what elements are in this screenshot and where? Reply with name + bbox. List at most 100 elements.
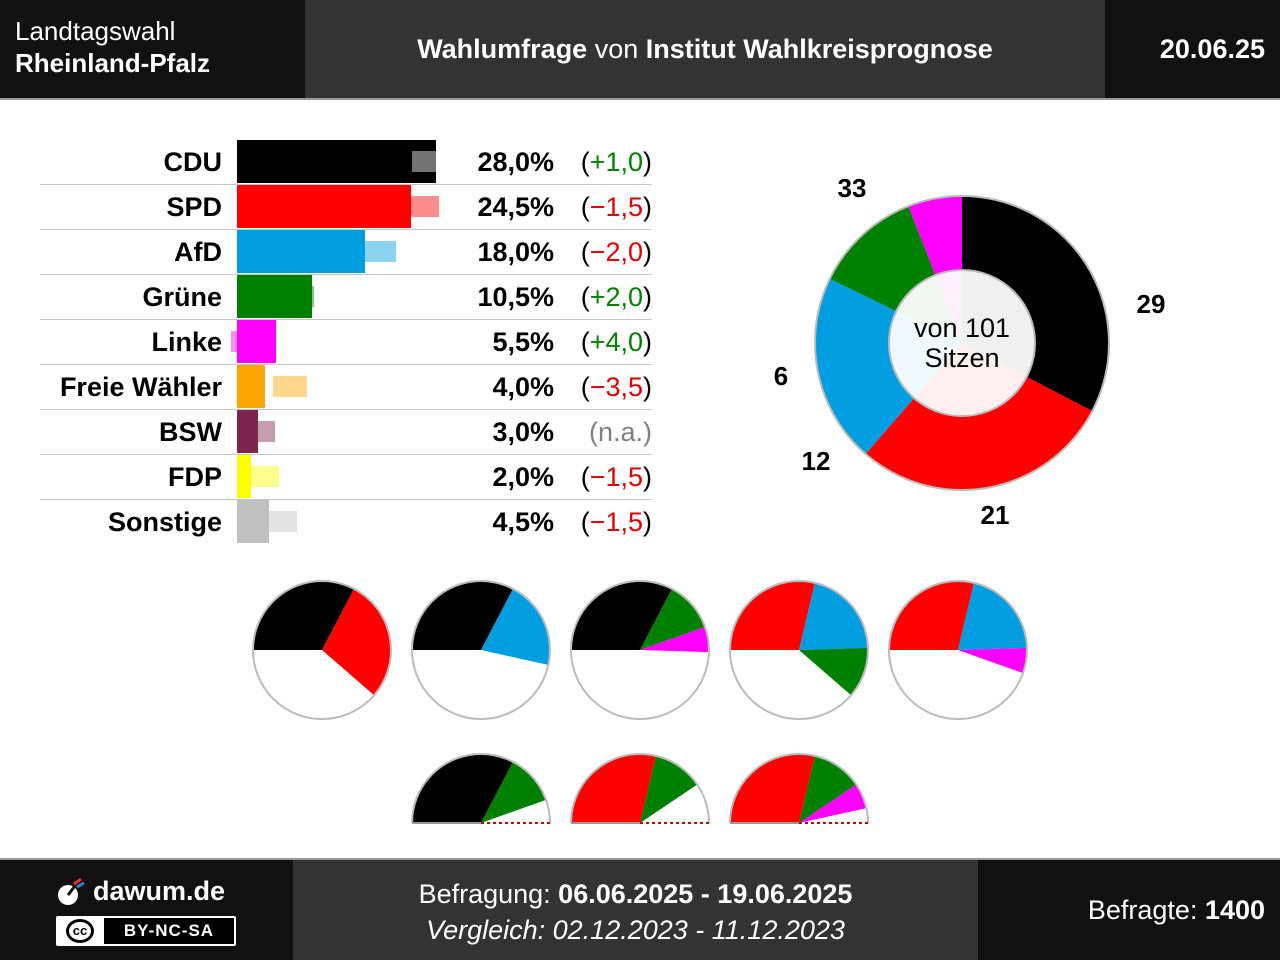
coalition-slice [799, 647, 868, 696]
coalition-charts [252, 580, 1029, 824]
party-percentage: 3,0% [492, 417, 554, 447]
license-badge[interactable]: cc BY-NC-SA [56, 916, 236, 946]
previous-value-marker [362, 241, 396, 262]
election-region: Rheinland-Pfalz [15, 48, 211, 78]
party-bar [237, 365, 266, 408]
coalition-slice [799, 755, 857, 823]
seat-count-label: 29 [1137, 289, 1166, 319]
previous-value-marker [280, 286, 315, 307]
party-name: BSW [159, 417, 222, 447]
coalition-slice [481, 761, 547, 823]
party-percentage: 2,0% [492, 462, 554, 492]
party-bar [237, 185, 411, 228]
donut-center [888, 269, 1036, 417]
coalition-slice [640, 626, 709, 653]
footer: dawum.de cc BY-NC-SA Befragung: 06.06.20… [0, 860, 1280, 960]
party-percentage: 4,5% [492, 507, 554, 537]
party-bar [237, 455, 252, 498]
party-row: FDP 2,0% (−1,5) [40, 455, 652, 500]
party-percentage: 24,5% [477, 192, 554, 222]
respondents-label: Befragte: [1087, 895, 1205, 925]
coalition-slice [958, 582, 1027, 650]
party-name: Sonstige [107, 507, 222, 537]
header: Landtagswahl Rheinland-Pfalz Wahlumfrage… [0, 0, 1280, 98]
paren-open: ( [580, 192, 590, 222]
dawum-logo-icon [58, 878, 85, 905]
seat-slice [815, 278, 962, 454]
results-bar-chart: CDU 28,0% (+1,0) SPD 24,5% (−1,5) AfD 18,0% (−2,… [40, 140, 652, 545]
poll-title: Wahlumfrage von Institut Wahlkreisprogno… [305, 0, 1105, 98]
party-percentage: 28,0% [477, 147, 554, 177]
paren-open: ( [588, 417, 598, 447]
cc-icon-text: cc [66, 919, 94, 943]
paren-open: ( [580, 147, 590, 177]
change-value: −1,5 [589, 507, 643, 537]
poll-date: 20.06.25 [1105, 0, 1280, 98]
election-type: Landtagswahl [15, 16, 176, 46]
coalition-outline [252, 580, 393, 720]
party-change: (−1,5) [560, 185, 652, 229]
respondents: Befragte: 1400 [978, 860, 1280, 960]
paren-close: ) [643, 237, 652, 267]
party-bar [237, 410, 259, 453]
coalition-slice [412, 754, 513, 823]
footer-brand-area: dawum.de cc BY-NC-SA [0, 860, 293, 960]
change-value: +2,0 [589, 282, 643, 312]
coalition-slice [571, 580, 672, 650]
coalition-slice [481, 588, 550, 665]
party-change: (n.a.) [560, 410, 652, 454]
change-value: +1,0 [589, 147, 643, 177]
party-row: Linke 5,5% (+4,0) [40, 320, 652, 365]
paren-open: ( [580, 282, 590, 312]
party-change: (+4,0) [560, 320, 652, 364]
seat-count-label: 6 [774, 361, 788, 391]
cc-icon: cc [58, 918, 104, 944]
change-value: −2,0 [589, 237, 643, 267]
seat-count-label: 12 [802, 446, 831, 476]
coalition-outline [729, 753, 869, 824]
party-row: SPD 24,5% (−1,5) [40, 185, 652, 230]
party-row: AfD 18,0% (−2,0) [40, 230, 652, 275]
paren-close: ) [643, 417, 652, 447]
coalition-slice [322, 588, 391, 696]
coalition-chart [411, 753, 551, 824]
previous-value-marker [262, 511, 297, 532]
coalition-chart [729, 580, 870, 720]
party-percentage: 10,5% [477, 282, 554, 312]
total-seats-label: von 101 [914, 313, 1010, 343]
party-percentage: 4,0% [492, 372, 554, 402]
change-value: −1,5 [589, 462, 643, 492]
paren-open: ( [580, 507, 590, 537]
donut-outline [814, 195, 1110, 491]
coalition-outline [888, 580, 1029, 720]
change-value: +4,0 [589, 327, 643, 357]
party-percentage: 5,5% [492, 327, 554, 357]
coalition-chart [570, 580, 711, 720]
coalition-outline [411, 580, 552, 720]
party-change: (−1,5) [560, 500, 652, 544]
seat-count-label: 33 [838, 173, 867, 203]
party-name: FDP [168, 462, 222, 492]
coalition-slice [571, 754, 656, 823]
previous-value-marker [244, 466, 279, 487]
brand-link[interactable]: dawum.de [56, 874, 276, 908]
coalition-outline [570, 753, 710, 824]
party-name: Freie Wähler [59, 372, 222, 402]
party-row: Sonstige 4,5% (−1,5) [40, 500, 652, 545]
paren-open: ( [580, 462, 590, 492]
coalition-slice [730, 754, 815, 823]
poll-title-mid: von [587, 34, 646, 64]
seat-slice [865, 343, 1093, 491]
header-divider [0, 98, 1280, 100]
change-value: n.a. [597, 417, 643, 447]
party-name: AfD [174, 237, 222, 267]
party-change: (+2,0) [560, 275, 652, 319]
paren-close: ) [643, 462, 652, 492]
paren-close: ) [643, 282, 652, 312]
footer-divider [0, 858, 1280, 860]
party-row: Freie Wähler 4,0% (−3,5) [40, 365, 652, 410]
comparison-period: Vergleich: 02.12.2023 - 11.12.2023 [426, 915, 845, 945]
brand-name: dawum.de [93, 876, 226, 906]
party-bar [237, 230, 365, 273]
coalition-slice [640, 755, 698, 823]
